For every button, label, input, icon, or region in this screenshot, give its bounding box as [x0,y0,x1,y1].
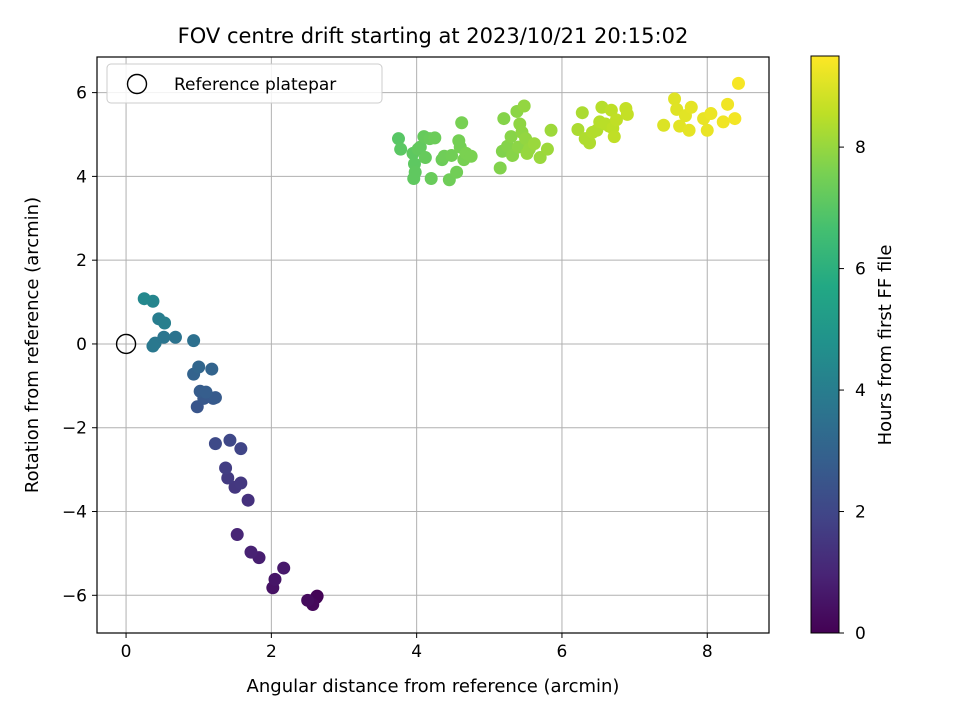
scatter-point [493,161,507,175]
chart-title: FOV centre drift starting at 2023/10/21 … [178,24,689,48]
scatter-point [684,100,698,114]
scatter-point [187,334,201,348]
scatter-point [301,593,315,607]
scatter-point [455,116,469,130]
axis-ticks: 0 2 4 6 8 −6 −4 −2 0 2 4 6 [62,84,713,662]
scatter-point [394,142,408,156]
scatter-point [731,76,745,90]
colorbar-label: Hours from first FF file [875,245,896,446]
y-tick-label: −4 [62,503,87,523]
scatter-point [721,97,735,111]
scatter-point [728,112,742,126]
scatter-point [704,107,718,121]
scatter-point [533,151,547,165]
x-tick-label: 2 [266,642,277,662]
scatter-point [620,107,634,121]
scatter-point [716,115,730,129]
scatter-point [607,130,621,144]
scatter-point [445,148,459,162]
x-tick-label: 6 [557,642,568,662]
scatter-point [158,316,172,330]
scatter-point [234,442,248,456]
scatter-point [221,471,235,485]
legend-marker-open-circle-icon [126,73,148,95]
y-tick-label: 2 [76,251,87,271]
scatter-point [391,132,405,146]
legend-label: Reference platepar [174,75,336,95]
scatter-point [146,339,160,353]
scatter-point [504,130,518,144]
reference-platepar-marker [115,333,137,355]
colorbar-tick-label: 0 [855,624,866,644]
colorbar-tick-label: 8 [855,138,866,158]
colorbar [810,55,840,634]
y-tick-label: 6 [76,84,87,104]
scatter-point [682,123,696,137]
scatter-point [575,106,589,120]
scatter-point [604,103,618,117]
x-tick-label: 4 [411,642,422,662]
scatter-point [424,171,438,185]
scatter-point [571,122,585,136]
scatter-point [168,330,182,344]
scatter-point [208,437,222,451]
plot-frame [96,56,770,634]
scatter-point [700,123,714,137]
y-axis-label: Rotation from reference (arcmin) [22,197,43,493]
scatter-point [657,118,671,132]
colorbar-ticks: 0 2 4 6 8 [839,138,866,644]
scatter-point [464,149,478,163]
scatter-point [219,461,233,475]
scatter-point [241,493,255,507]
scatter-point [244,545,258,559]
x-tick-label: 8 [702,642,713,662]
scatter-point [413,140,427,154]
scatter-point [137,292,151,306]
scatter-point [517,99,531,113]
x-axis-label: Angular distance from reference (arcmin) [247,676,620,697]
scatter-point [583,136,597,150]
scatter-point [609,113,623,127]
colorbar-tick-label: 2 [855,503,866,523]
scatter-point [544,123,558,137]
scatter-point [199,385,213,399]
y-tick-label: −6 [62,586,87,606]
y-tick-label: 4 [76,167,87,187]
x-tick-label: 0 [121,642,132,662]
scatter-point [234,476,248,490]
data-points [115,76,745,612]
scatter-point [230,528,244,542]
scatter-point [428,131,442,145]
scatter-point [223,433,237,447]
scatter-point [668,92,682,106]
scatter-point [407,171,421,185]
scatter-point [192,360,206,374]
scatter-point [205,362,219,376]
legend-box [106,63,383,104]
scatter-point [527,137,541,151]
scatter-point [540,142,554,156]
scatter-point [268,572,282,586]
legend: Reference platepar [106,63,383,104]
colorbar-tick-label: 4 [855,381,866,401]
y-tick-label: 0 [76,335,87,355]
scatter-point [208,391,222,405]
scatter-point [450,165,464,179]
scatter-point [418,151,432,165]
scatter-point [497,112,511,126]
scatter-point [277,561,291,575]
colorbar-tick-label: 6 [855,260,866,280]
y-tick-label: −2 [62,419,87,439]
